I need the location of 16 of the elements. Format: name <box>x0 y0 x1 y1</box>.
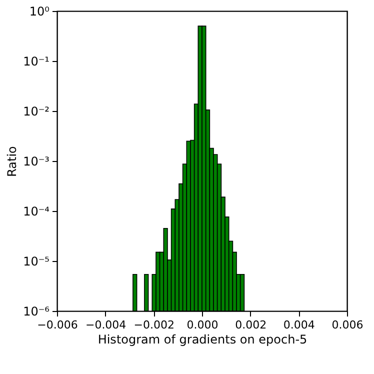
y-tick-label: 10⁻² <box>23 104 50 118</box>
x-tick-label: 0.004 <box>283 318 315 332</box>
y-tick-label: 10⁻¹ <box>23 54 50 68</box>
y-tick-label: 10⁻⁵ <box>23 254 50 268</box>
x-tick-label: −0.002 <box>134 318 175 332</box>
y-tick-label: 10⁻⁶ <box>23 304 50 318</box>
y-tick-label: 10⁻³ <box>23 154 50 168</box>
x-tick-label: −0.004 <box>85 318 126 332</box>
x-axis-title: Histogram of gradients on epoch-5 <box>98 332 308 346</box>
y-axis-title: Ratio <box>5 146 20 177</box>
y-tick-label: 10⁰ <box>29 4 50 18</box>
y-tick-label: 10⁻⁴ <box>23 204 50 218</box>
x-tick-label: 0.006 <box>332 318 364 332</box>
x-tick-label: 0.002 <box>235 318 267 332</box>
x-tick-label: −0.006 <box>37 318 78 332</box>
x-tick-label: 0.000 <box>186 318 218 332</box>
